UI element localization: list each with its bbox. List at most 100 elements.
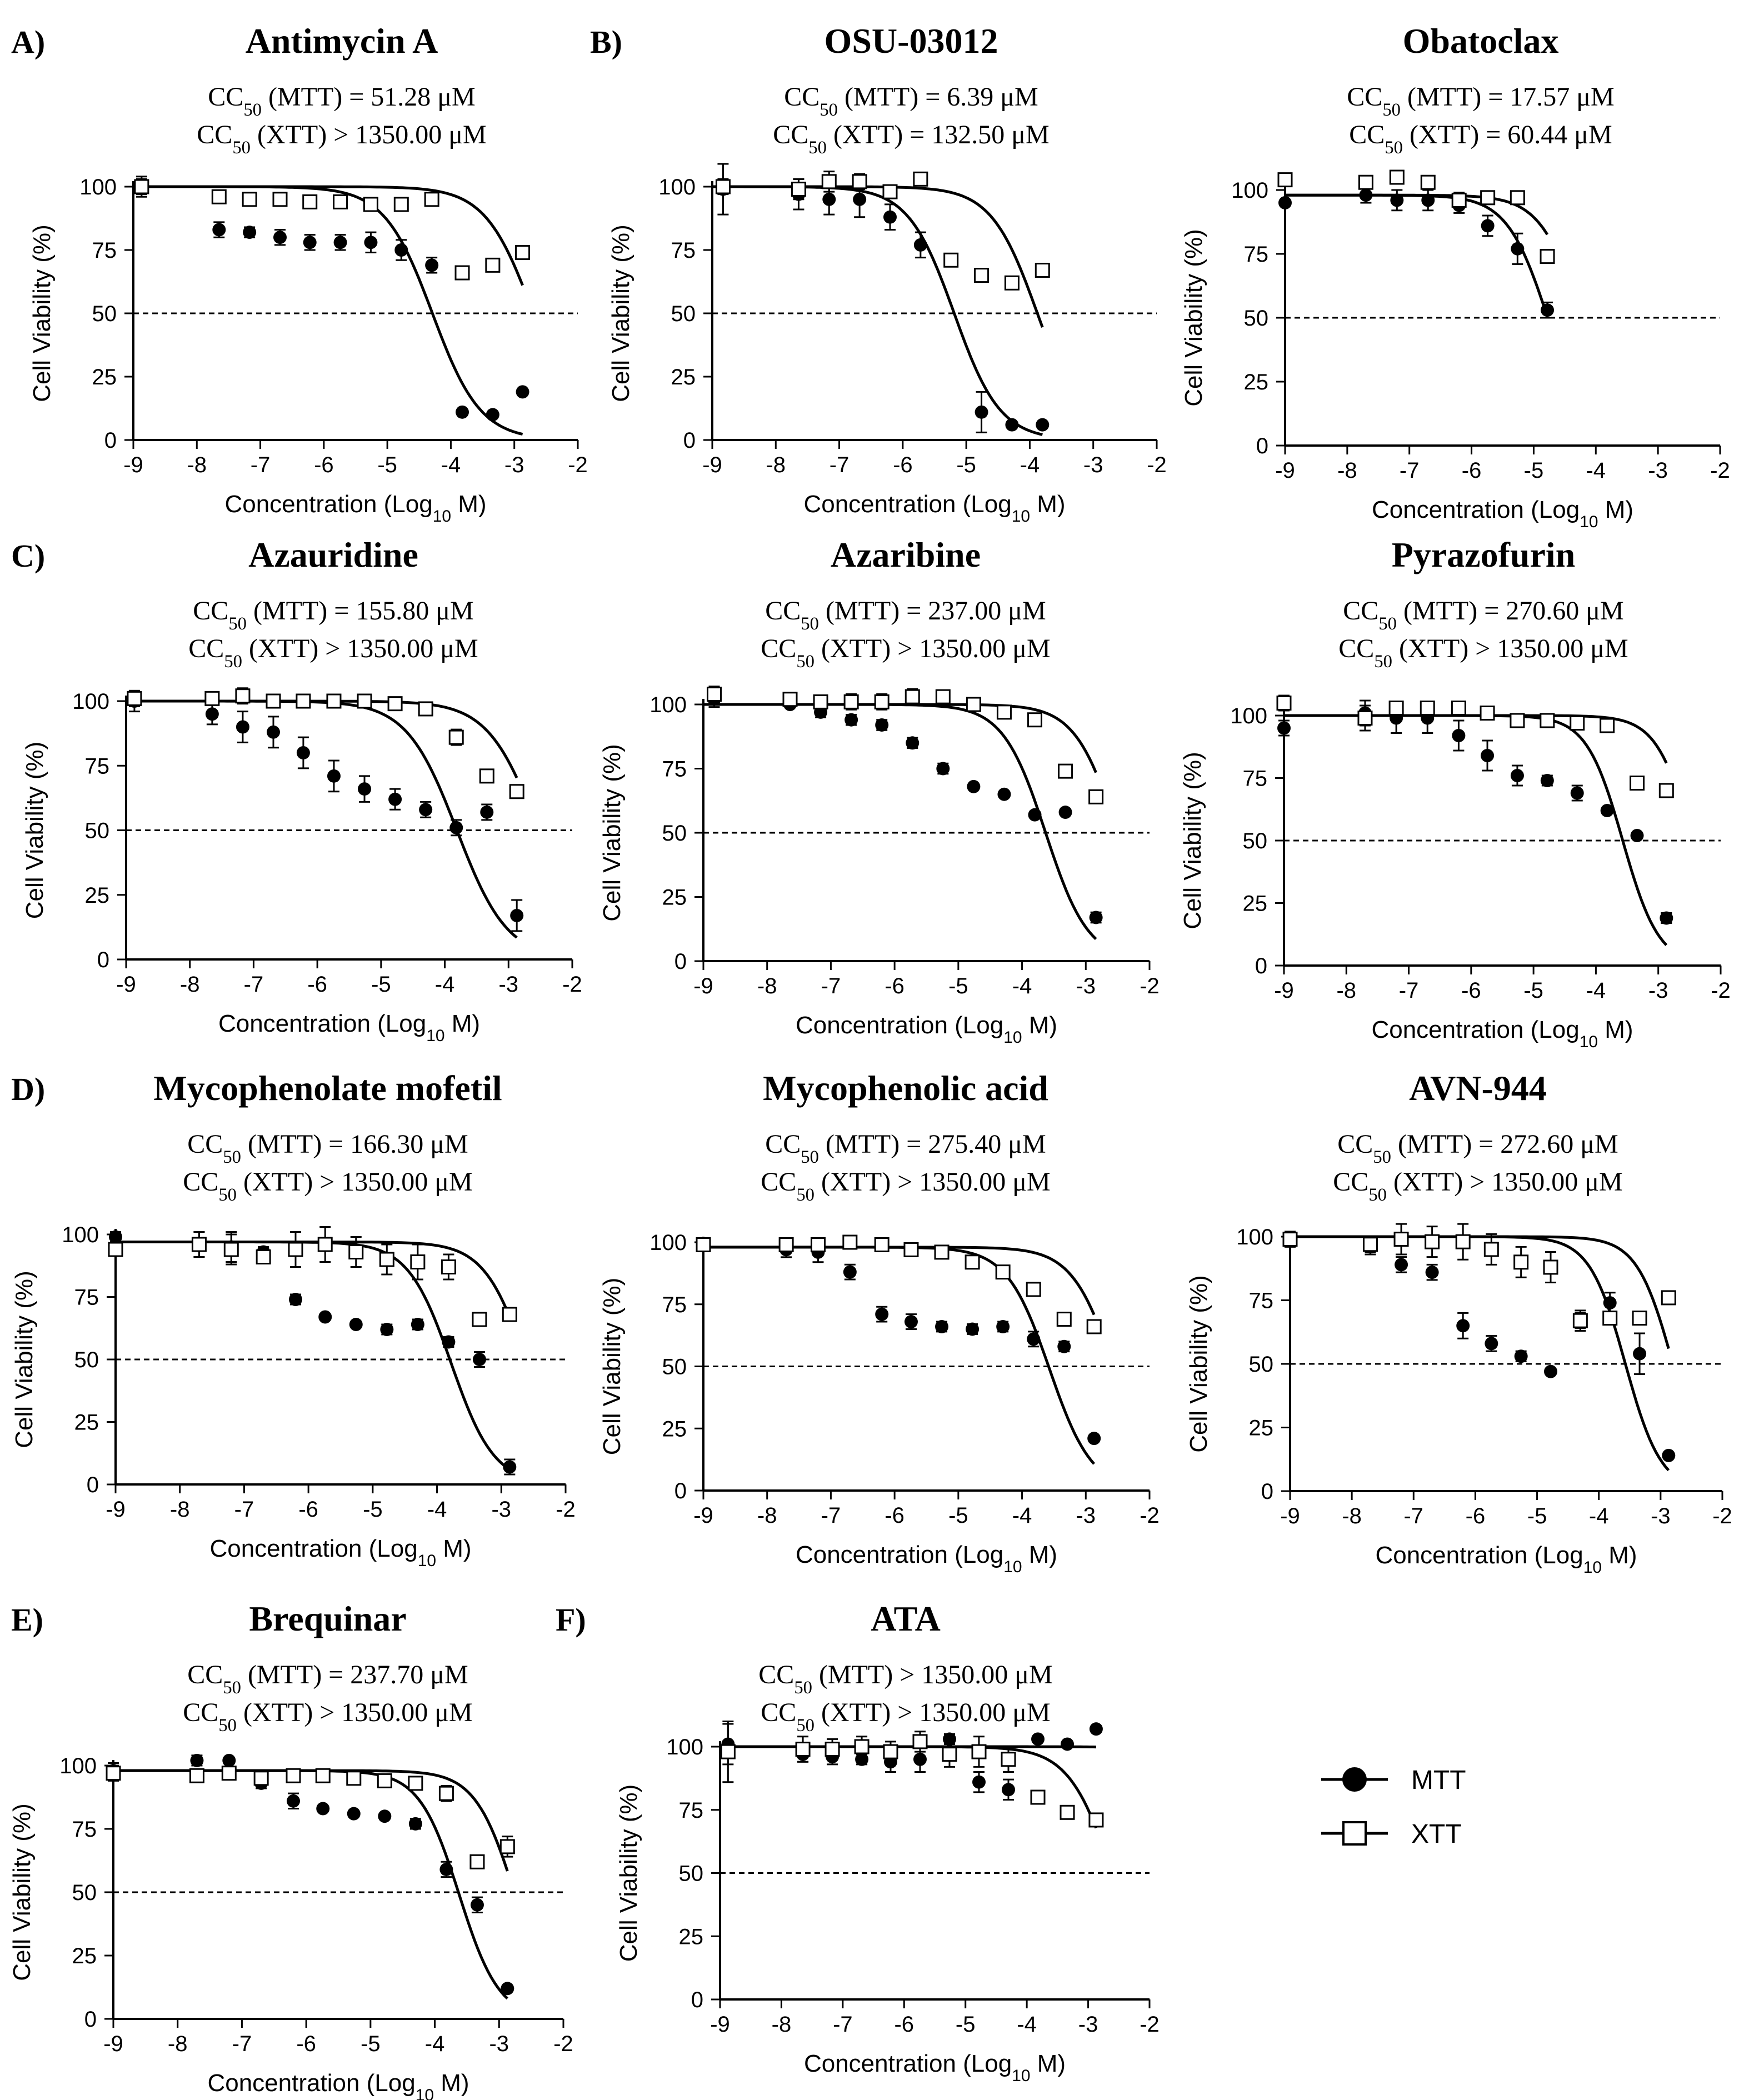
y-tick-label: 50 <box>85 819 110 843</box>
y-tick-label: 25 <box>92 365 117 389</box>
chart-title: OSU-03012 <box>824 21 998 61</box>
mtt-point <box>411 1318 424 1331</box>
y-tick-label: 75 <box>1249 1289 1274 1313</box>
mtt-point <box>1630 829 1644 842</box>
xtt-point <box>974 268 990 283</box>
mtt-point <box>967 779 981 793</box>
mtt-fit-curve <box>703 703 1097 941</box>
x-axis-title: Concentration (Log10 M) <box>1372 496 1633 531</box>
mtt-point <box>1456 1319 1470 1333</box>
chart-title: AVN-944 <box>1409 1068 1547 1108</box>
y-tick-label: 0 <box>104 428 117 453</box>
x-tick-label: -2 <box>556 1497 576 1522</box>
y-tick-label: 0 <box>84 2007 97 2032</box>
mtt-point <box>394 243 408 257</box>
x-tick-label: -2 <box>1710 458 1730 483</box>
x-tick-label: -5 <box>377 453 397 477</box>
y-tick-label: 25 <box>74 1411 99 1435</box>
mtt-point <box>456 405 469 419</box>
cc50-mtt-text: CC50 (MTT) = 166.30 μM <box>187 1129 468 1167</box>
cc50-mtt-text: CC50 (MTT) = 275.40 μM <box>765 1129 1046 1167</box>
y-tick-label: 100 <box>658 175 696 199</box>
x-tick-label: -6 <box>894 2012 914 2037</box>
cc50-mtt-text: CC50 (MTT) = 17.57 μM <box>1347 82 1614 120</box>
cc50-xtt-text: CC50 (XTT) = 132.50 μM <box>773 120 1049 158</box>
mtt-point <box>273 231 287 244</box>
x-tick-label: -4 <box>441 453 461 477</box>
cc50-xtt-text: CC50 (XTT) > 1350.00 μM <box>188 634 478 672</box>
mtt-point <box>1481 749 1495 762</box>
x-tick-label: -7 <box>232 2032 252 2056</box>
mtt-point <box>364 236 378 249</box>
xtt-point <box>1060 1804 1075 1820</box>
x-axis-title: Concentration (Log10 M) <box>207 2069 469 2100</box>
cc50-xtt-text: CC50 (XTT) > 1350.00 μM <box>1338 634 1628 672</box>
chart-title: Azaribine <box>831 535 981 574</box>
y-tick-label: 50 <box>92 302 117 326</box>
mtt-point <box>296 746 310 759</box>
xtt-point <box>1570 716 1585 731</box>
legend-mtt-marker <box>1342 1767 1367 1792</box>
xtt-point <box>296 693 311 709</box>
x-axis-title: Concentration (Log10 M) <box>1375 1542 1637 1577</box>
xtt-point <box>189 1768 204 1783</box>
y-tick-label: 25 <box>1244 370 1269 394</box>
mtt-point <box>1662 1448 1676 1462</box>
xtt-point <box>934 1244 950 1260</box>
xtt-point <box>363 197 378 212</box>
y-tick-label: 75 <box>671 238 696 263</box>
x-tick-label: -5 <box>956 453 976 477</box>
xtt-point <box>221 1766 237 1781</box>
y-tick-label: 0 <box>674 1479 687 1503</box>
mtt-point <box>853 192 867 206</box>
y-tick-label: 25 <box>85 883 110 908</box>
mtt-point <box>1421 193 1435 207</box>
mtt-fit-curve <box>1290 1235 1670 1472</box>
mtt-point <box>1452 729 1466 742</box>
x-tick-label: -7 <box>829 453 849 477</box>
xtt-point <box>408 1776 423 1791</box>
mtt-point <box>1278 196 1292 209</box>
xtt-point <box>1388 701 1404 716</box>
xtt-point <box>106 1766 121 1781</box>
x-axis-title: Concentration (Log10 M) <box>804 2050 1066 2085</box>
y-tick-label: 0 <box>1261 1479 1273 1504</box>
mtt-point <box>1087 1432 1101 1446</box>
xtt-point <box>454 265 470 281</box>
x-tick-label: -8 <box>187 453 207 477</box>
y-tick-label: 100 <box>649 1231 687 1255</box>
xtt-point <box>223 1242 239 1257</box>
x-tick-label: -9 <box>116 972 136 997</box>
xtt-point <box>333 194 348 209</box>
xtt-point <box>810 1237 826 1252</box>
xtt-point <box>235 688 251 704</box>
x-tick-label: -2 <box>1140 1503 1160 1528</box>
y-tick-label: 100 <box>59 1754 97 1778</box>
xtt-point <box>824 1742 840 1757</box>
x-axis-title: Concentration (Log10 M) <box>796 1541 1057 1576</box>
mtt-point <box>1540 774 1554 787</box>
x-tick-label: -7 <box>244 972 264 997</box>
y-tick-label: 0 <box>1256 434 1268 458</box>
xtt-point <box>795 1742 811 1757</box>
xtt-point <box>903 1242 919 1257</box>
y-tick-label: 50 <box>1244 306 1269 331</box>
xtt-point <box>286 1768 301 1783</box>
y-tick-label: 100 <box>666 1735 703 1759</box>
xtt-point <box>377 1773 392 1788</box>
cc50-xtt-text: CC50 (XTT) > 1350.00 μM <box>197 120 486 158</box>
x-tick-label: -5 <box>371 972 391 997</box>
y-axis-title: Cell Viability (%) <box>607 224 634 402</box>
xtt-point <box>393 197 409 212</box>
y-tick-label: 75 <box>662 757 687 782</box>
mtt-point <box>1600 804 1614 817</box>
xtt-point <box>204 691 220 706</box>
mtt-point <box>449 821 463 834</box>
x-tick-label: -6 <box>885 1503 905 1528</box>
x-axis-title: Concentration (Log10 M) <box>803 491 1065 526</box>
